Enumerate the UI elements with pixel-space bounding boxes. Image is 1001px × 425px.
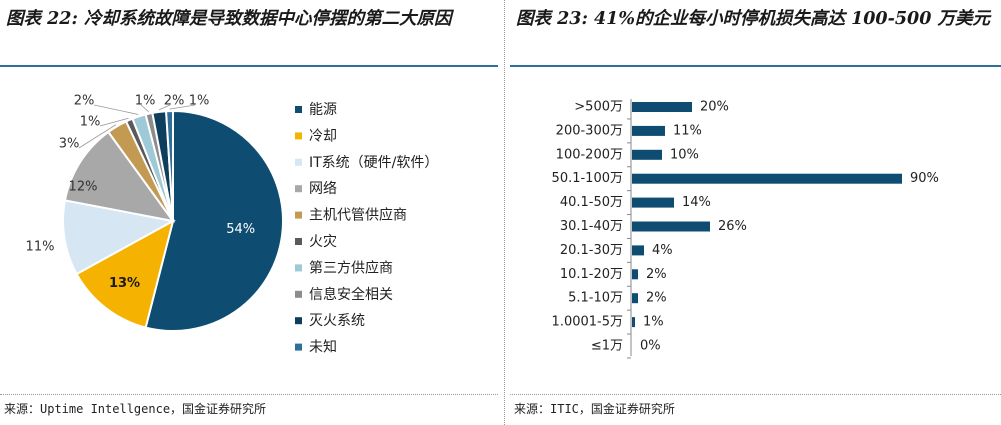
source-rule (510, 394, 1001, 395)
bar-chart: >500万 20% 200-300万 11% 100-200万 10% 50.1-100万 9… (552, 99, 939, 359)
legend-label: 冷却 (309, 128, 337, 144)
legend-marker (295, 290, 302, 298)
pie-chart-panel: 图表 22: 冷却系统故障是导致数据中心停摆的第二大原因 54% 13% 11% 12… (0, 0, 498, 425)
legend-label: 信息安全相关 (309, 286, 393, 303)
legend-marker (295, 264, 302, 272)
pie-data-label: 2% (164, 94, 185, 109)
category-label: 200-300万 (556, 123, 623, 138)
bar-value-label: 0% (640, 339, 661, 354)
bar (632, 173, 902, 184)
bar (632, 102, 692, 112)
leader-line (158, 104, 171, 111)
pie-slice (165, 109, 174, 222)
leader-line (140, 104, 149, 113)
legend-marker (295, 317, 302, 325)
bar (632, 221, 710, 232)
bar (632, 317, 635, 328)
bar (632, 245, 644, 256)
legend-marker (295, 211, 302, 219)
pie-data-label: 1% (135, 94, 156, 109)
bar-value-label: 90% (910, 171, 939, 186)
category-label: 30.1-40万 (560, 219, 623, 234)
category-label: 1.0001-5万 (552, 315, 623, 330)
legend-marker (295, 106, 302, 113)
pie-data-label: 12% (69, 180, 98, 195)
legend-marker (295, 132, 302, 140)
category-label: >500万 (574, 100, 623, 115)
bar-chart-source: 来源：ITIC，国金证券研究所 (514, 402, 675, 416)
category-label: 40.1-50万 (560, 195, 623, 210)
category-label: 5.1-10万 (568, 291, 623, 306)
legend-label: 网络 (309, 181, 337, 197)
legend-label: 未知 (309, 339, 337, 356)
legend-label: 火灾 (309, 233, 337, 250)
legend-marker (295, 185, 302, 193)
panel-divider (504, 0, 505, 425)
pie-slice (63, 130, 176, 223)
category-label: 10.1-20万 (560, 267, 623, 282)
pie-data-label: 54% (226, 222, 255, 237)
pie-data-label: 2% (74, 94, 95, 109)
bar-value-label: 11% (673, 123, 702, 138)
pie-data-label: 1% (189, 94, 210, 109)
bar-value-label: 4% (652, 243, 673, 258)
bar (632, 149, 662, 160)
legend-label: 能源 (309, 102, 337, 118)
leader-line (93, 104, 139, 115)
bar-chart-title: 图表 23: 41%的企业每小时停机损失高达 100-500 万美元 (516, 9, 990, 29)
leader-line (99, 117, 129, 127)
legend-label: IT系统（硬件/软件） (309, 155, 438, 171)
legend-marker (295, 158, 302, 166)
bar-value-label: 10% (670, 147, 699, 162)
bar-value-label: 2% (646, 291, 667, 306)
leader-line (169, 104, 196, 110)
legend-label: 灭火系统 (309, 313, 365, 329)
category-label: 50.1-100万 (552, 171, 623, 186)
legend-label: 第三方供应商 (309, 259, 393, 276)
bar-value-label: 1% (643, 315, 664, 330)
pie-slice (75, 219, 175, 329)
pie-data-label: 11% (26, 240, 55, 255)
pie-slice (144, 109, 285, 332)
bar (632, 125, 665, 136)
bar-value-label: 20% (700, 100, 729, 115)
legend-label: 主机代管供应商 (309, 207, 407, 224)
pie-chart-source: 来源：Uptime Intellgence，国金证券研究所 (4, 402, 267, 416)
bar (632, 269, 638, 280)
pie-data-label: 3% (59, 137, 80, 152)
category-label: 100-200万 (556, 147, 623, 162)
source-rule (0, 394, 498, 395)
pie-chart-title: 图表 22: 冷却系统故障是导致数据中心停摆的第二大原因 (6, 9, 452, 29)
category-label: ≤1万 (591, 339, 623, 354)
category-label: 20.1-30万 (560, 243, 623, 258)
legend-marker (295, 238, 302, 245)
pie-data-label: 1% (80, 115, 101, 130)
bar-value-label: 14% (682, 195, 711, 210)
bar (632, 197, 674, 208)
pie-data-label: 13% (109, 276, 140, 291)
bar-value-label: 26% (718, 219, 747, 234)
pie-slice (62, 199, 176, 276)
pie-chart: 54%13%11%12%3%1%2% 1% 2% 1%能源冷却IT系统（硬件/软件）网… (26, 94, 439, 356)
title-rule (0, 65, 498, 67)
legend-marker (295, 343, 302, 351)
title-rule (510, 65, 1001, 67)
bar-chart-panel: 图表 23: 41%的企业每小时停机损失高达 100-500 万美元 >500万… (510, 0, 1001, 425)
leader-line (78, 124, 117, 149)
bar (632, 293, 638, 304)
bar-value-label: 2% (646, 267, 667, 282)
